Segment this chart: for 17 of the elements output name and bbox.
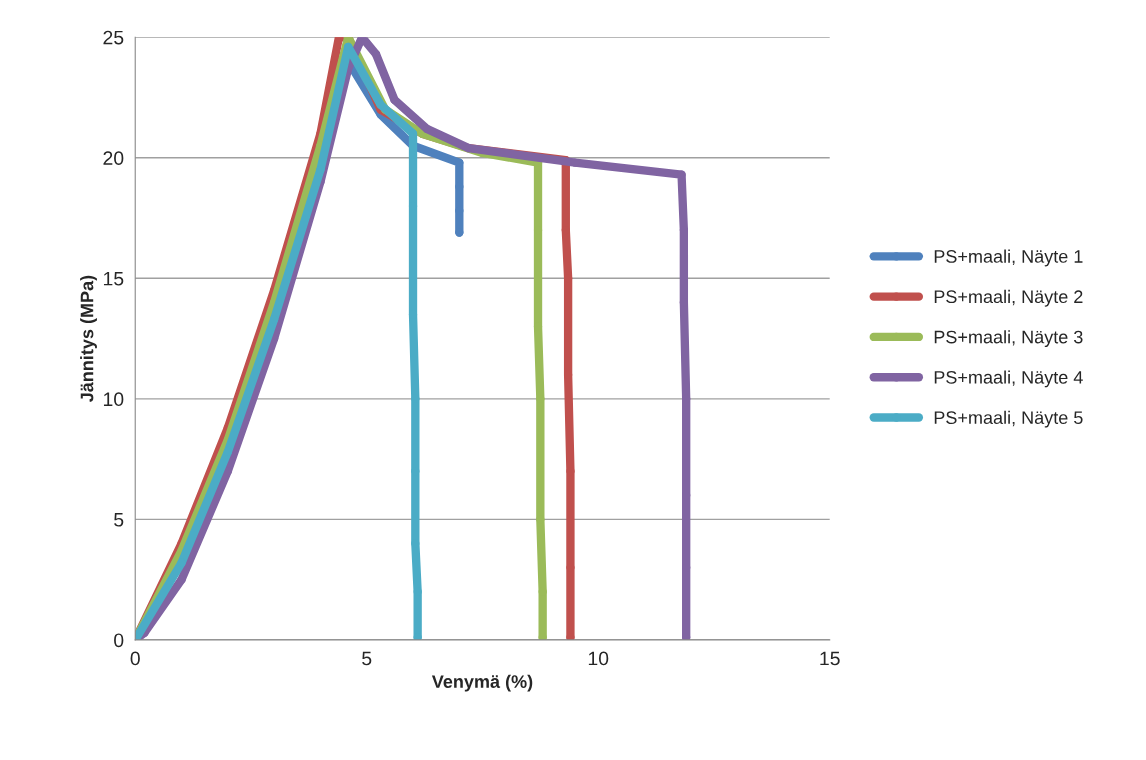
y-tick-label: 15 [103,271,124,286]
y-tick-label: 25 [103,30,124,45]
y-tick-label: 5 [114,513,124,527]
x-tick-label: 5 [362,651,372,666]
legend-label: PS+maali, Näyte 3 [934,330,1083,347]
legend-label: PS+maali, Näyte 5 [934,410,1083,428]
y-tick-label: 10 [103,392,124,407]
x-tick-label: 0 [130,651,140,666]
x-axis-title: Venymä (%) [431,674,533,692]
x-tick-label: 15 [820,651,840,666]
y-tick-label: 20 [103,151,124,166]
legend-label: PS+maali, Näyte 2 [934,289,1083,307]
x-tick-label: 10 [588,651,609,666]
legend-label: PS+maali, Näyte 1 [934,249,1083,267]
y-tick-label: 0 [114,633,124,648]
legend-label: PS+maali, Näyte 4 [934,370,1083,388]
y-axis-title: Jännitys (MPa) [80,275,97,403]
